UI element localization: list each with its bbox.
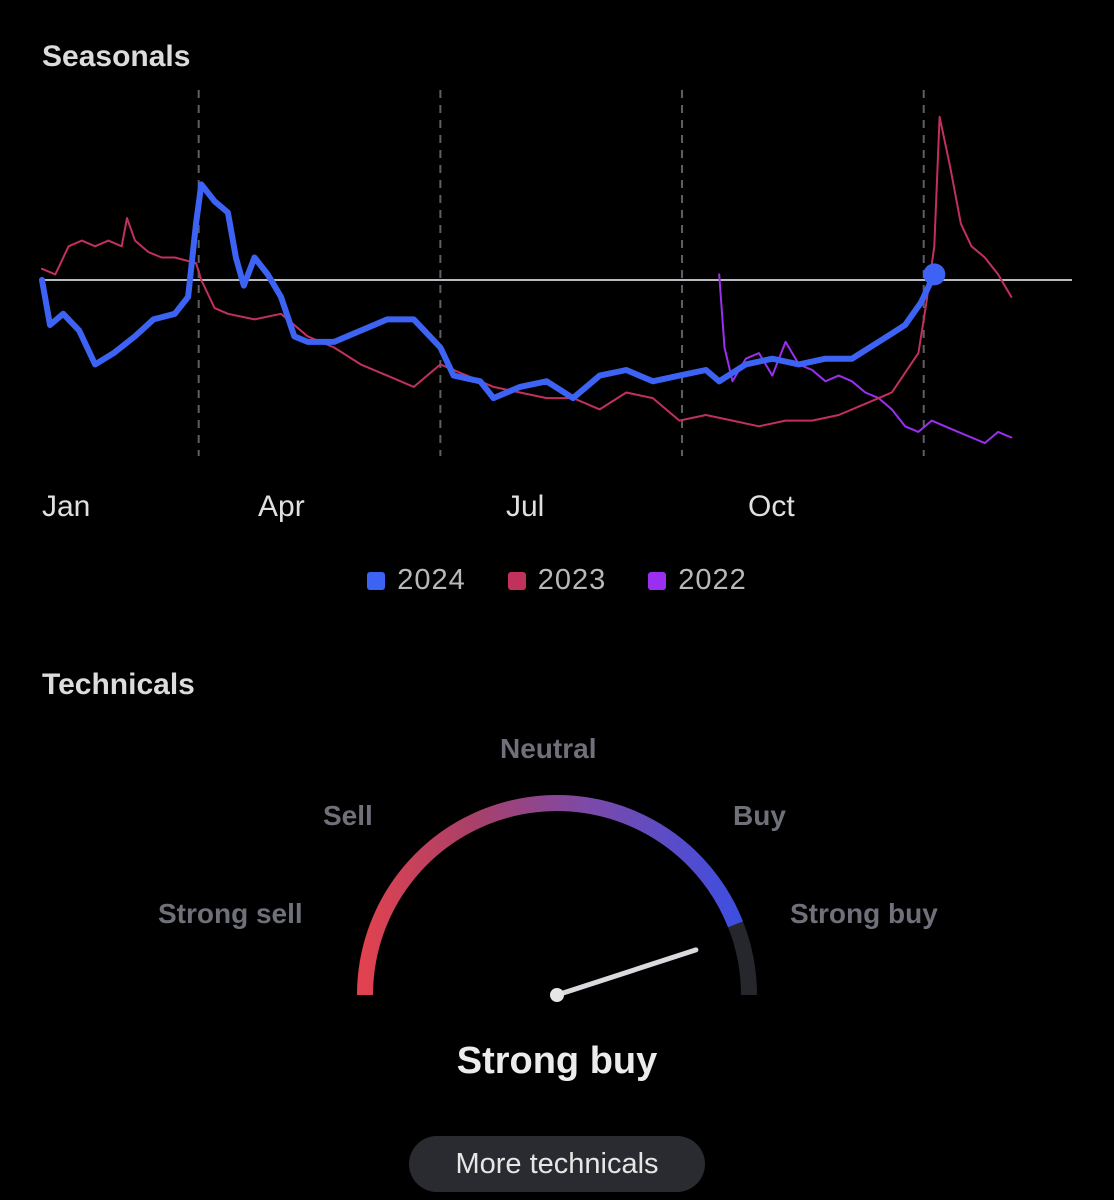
gauge-label-strong-sell: Strong sell [158, 898, 303, 929]
legend-item-2023[interactable]: 2023 [507, 564, 607, 597]
legend-item-2022[interactable]: 2022 [648, 564, 747, 597]
month-label-jul: Jul [506, 490, 545, 523]
month-label-oct: Oct [748, 490, 795, 523]
month-label-jan: Jan [42, 490, 91, 523]
seasonals-title: Seasonals [42, 40, 191, 73]
current-point-marker [923, 263, 946, 286]
seasonal-chart[interactable] [0, 90, 1114, 470]
series-line-2023 [41, 115, 1013, 428]
gauge-fill-arc [357, 795, 743, 996]
series-line-2024 [39, 181, 938, 402]
legend-swatch-2024 [367, 571, 386, 590]
technicals-result: Strong buy [456, 1040, 658, 1082]
gauge-label-neutral: Neutral [500, 733, 597, 764]
legend-swatch-2022 [648, 571, 667, 590]
gauge-track [357, 795, 757, 996]
series-line-2022 [718, 273, 1013, 445]
legend-swatch-2023 [507, 571, 526, 590]
technicals-title: Technicals [42, 668, 195, 701]
gauge-label-sell: Sell [323, 800, 373, 831]
legend-label-2023: 2023 [537, 564, 607, 596]
legend-label-2024: 2024 [397, 564, 466, 596]
chart-legend: 2024 2023 2022 [0, 564, 1114, 597]
more-technicals-button[interactable]: More technicals [409, 1136, 705, 1192]
legend-item-2024[interactable]: 2024 [367, 564, 466, 597]
gauge-label-strong-buy: Strong buy [790, 898, 938, 929]
gauge-pivot [550, 988, 564, 1002]
gauge-label-buy: Buy [733, 800, 786, 831]
technicals-gauge [357, 795, 757, 1002]
gauge-needle [554, 947, 699, 998]
legend-label-2022: 2022 [678, 564, 747, 596]
month-label-apr: Apr [258, 490, 305, 523]
